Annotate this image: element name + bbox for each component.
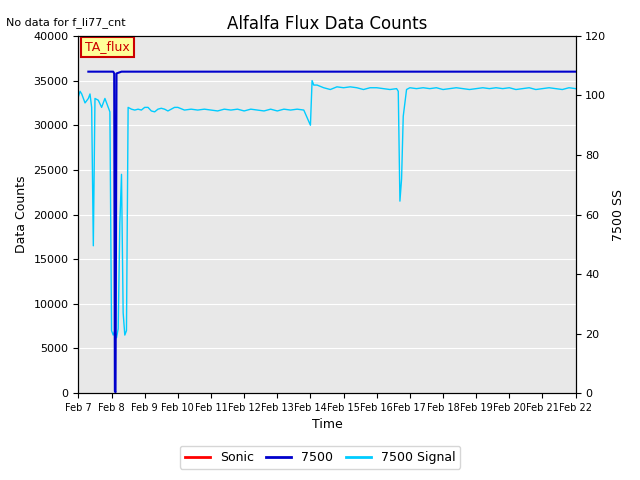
Title: Alfalfa Flux Data Counts: Alfalfa Flux Data Counts	[227, 15, 427, 33]
X-axis label: Time: Time	[312, 419, 342, 432]
Text: TA_flux: TA_flux	[85, 40, 130, 53]
Legend: Sonic, 7500, 7500 Signal: Sonic, 7500, 7500 Signal	[180, 446, 460, 469]
Y-axis label: 7500 SS: 7500 SS	[612, 189, 625, 240]
Y-axis label: Data Counts: Data Counts	[15, 176, 28, 253]
Text: No data for f_li77_cnt: No data for f_li77_cnt	[6, 17, 126, 28]
